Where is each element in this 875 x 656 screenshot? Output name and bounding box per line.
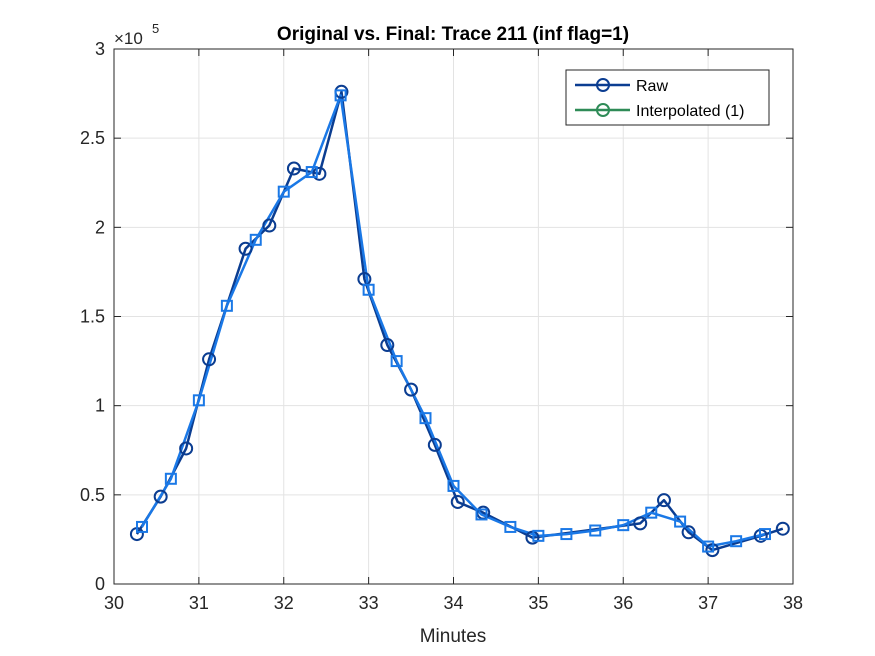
- final-point: [192, 394, 205, 407]
- final-point: [645, 506, 658, 519]
- raw-point: [202, 352, 217, 367]
- final-point: [730, 535, 743, 548]
- raw-point: [153, 489, 168, 504]
- final-point: [532, 529, 545, 542]
- raw-point: [238, 241, 253, 256]
- final-point: [249, 233, 262, 246]
- series-markers: [129, 84, 790, 558]
- x-tick-label: 35: [528, 593, 548, 613]
- final-point: [390, 355, 403, 368]
- x-tick-label: 37: [698, 593, 718, 613]
- raw-point: [427, 437, 442, 452]
- final-point: [334, 89, 347, 102]
- y-tick-label: 1: [95, 396, 105, 416]
- x-tick-label: 33: [359, 593, 379, 613]
- raw-point: [312, 166, 327, 181]
- final-point: [617, 519, 630, 532]
- raw-point: [681, 525, 696, 540]
- y-tick-label: 0: [95, 574, 105, 594]
- final-point: [758, 528, 771, 541]
- raw-point: [286, 161, 301, 176]
- final-point: [504, 520, 517, 533]
- final-point: [475, 508, 488, 521]
- x-tick-label: 32: [274, 593, 294, 613]
- final-point: [164, 472, 177, 485]
- final-point: [702, 540, 715, 553]
- y-tick-label: 2.5: [80, 128, 105, 148]
- final-point: [220, 299, 233, 312]
- x-tick-label: 36: [613, 593, 633, 613]
- legend-raw-marker: [596, 78, 610, 92]
- y-tick-label: 3: [95, 39, 105, 59]
- legend-raw-label: Raw: [636, 78, 668, 95]
- legend: Raw Interpolated (1): [565, 69, 770, 126]
- chart-title: Original vs. Final: Trace 211 (inf flag=…: [277, 24, 629, 45]
- final-point: [136, 520, 149, 533]
- raw-point: [262, 218, 277, 233]
- final-point: [447, 479, 460, 492]
- y-exponent-base: ×10: [114, 29, 143, 48]
- legend-interp-label: Interpolated (1): [636, 103, 745, 120]
- raw-point: [633, 516, 648, 531]
- x-tick-label: 31: [189, 593, 209, 613]
- x-tick-label: 34: [443, 593, 463, 613]
- y-tick-label: 0.5: [80, 485, 105, 505]
- raw-point: [380, 338, 395, 353]
- x-ticks: 30 31 32 33 34 35 36 37 38: [104, 49, 803, 613]
- final-point: [560, 528, 573, 541]
- x-tick-label: 30: [104, 593, 124, 613]
- final-point: [305, 166, 318, 179]
- final-point: [589, 524, 602, 537]
- y-tick-label: 1.5: [80, 307, 105, 327]
- series-line-final: [140, 94, 766, 548]
- y-exponent-power: 5: [152, 21, 159, 36]
- final-point: [674, 515, 687, 528]
- legend-interp-marker: [596, 103, 610, 117]
- final-point: [277, 185, 290, 198]
- raw-point: [450, 494, 465, 509]
- x-tick-label: 38: [783, 593, 803, 613]
- x-axis-label: Minutes: [420, 626, 487, 647]
- y-tick-label: 2: [95, 217, 105, 237]
- y-ticks: 0 0.5 1 1.5 2 2.5 3: [80, 39, 793, 594]
- raw-point: [775, 521, 790, 536]
- raw-point: [404, 382, 419, 397]
- final-point: [362, 283, 375, 296]
- y-exponent: ×10 5: [114, 21, 159, 48]
- raw-point: [656, 493, 671, 508]
- raw-point: [179, 441, 194, 456]
- final-point: [419, 412, 432, 425]
